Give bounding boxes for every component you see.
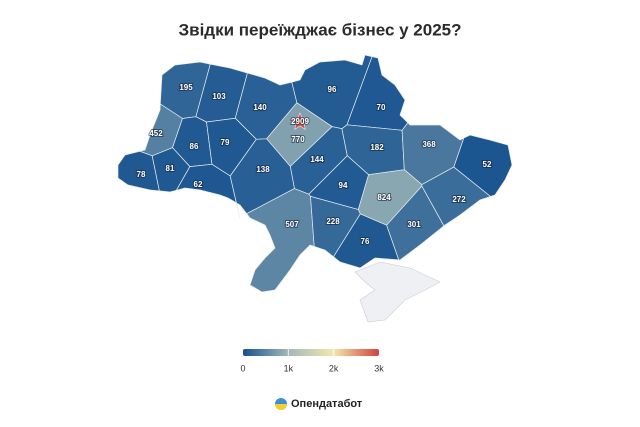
value-label: 94 [339,181,348,190]
value-label: 78 [137,170,146,179]
value-label: 824 [377,193,391,202]
value-label: 228 [326,217,340,226]
value-label: 86 [190,142,199,151]
no-data-region [354,261,441,323]
value-label: 507 [285,220,299,229]
value-label: 301 [407,220,421,229]
value-label: 140 [253,103,267,112]
value-label: 81 [166,164,175,173]
region [229,138,295,215]
region [333,213,400,269]
value-label: 452 [149,129,163,138]
colorbar-tick-label: 1k [284,363,294,373]
value-label: 79 [221,138,230,147]
colorbar-tick-label: 2k [329,363,339,373]
value-label: 76 [361,237,370,246]
brand-name: Опендатабот [291,398,363,410]
region [175,163,241,218]
value-label: 770 [291,135,305,144]
value-label: 96 [328,85,337,94]
value-label: 103 [212,92,226,101]
value-label: 195 [179,83,193,92]
value-label: 2909 [291,117,309,126]
colorbar-tick-label: 0 [240,363,245,373]
value-labels: 195 103 140 2909 770 96 70 452 86 79 144 182 368 52 78… [136,82,493,247]
regions [117,54,513,323]
value-label: 138 [256,165,270,174]
value-label: 70 [377,103,386,112]
colorbar [243,349,379,356]
brand-logo: Опендатабот [275,398,363,410]
legend: 0 1k 2k 3k [240,349,384,373]
region [290,112,310,130]
value-label: 62 [194,180,203,189]
value-label: 52 [483,160,492,169]
value-label: 272 [452,195,466,204]
region [246,188,315,293]
colorbar-tick-label: 3k [374,363,384,373]
value-label: 182 [370,143,384,152]
value-label: 144 [310,155,324,164]
value-label: 368 [422,140,436,149]
chart-title: Звідки переїжджає бізнес у 2025? [178,20,461,39]
